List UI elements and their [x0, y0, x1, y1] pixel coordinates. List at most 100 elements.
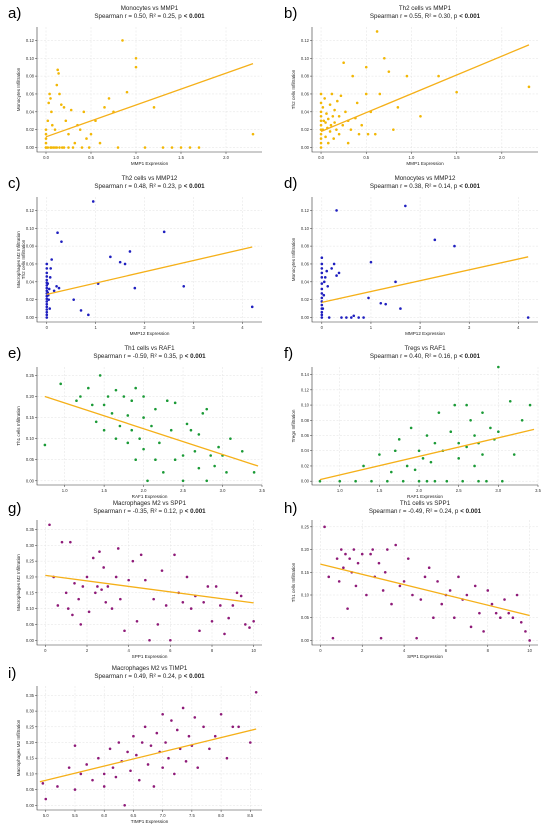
scatter-point	[47, 298, 51, 301]
y-tick-label: 0.15	[26, 590, 35, 595]
x-tick-label: 3.0	[220, 488, 226, 493]
chart-title: Th1 cells vs SPP1	[400, 500, 451, 507]
y-tick-label: 0.10	[26, 771, 35, 776]
y-tick-label: 0.05	[26, 787, 35, 792]
regression-line	[44, 395, 259, 467]
scatter-point	[126, 414, 130, 417]
y-tick-label: 0.12	[301, 387, 310, 392]
scatter-point	[333, 121, 336, 124]
scatter-point	[362, 316, 365, 319]
scatter-point	[237, 725, 240, 729]
scatter-point	[164, 604, 168, 607]
p-value: < 0.001	[185, 508, 206, 515]
y-axis-label: Macrophages M2 Infiltration	[16, 719, 21, 776]
y-tick-label: 0.04	[301, 109, 310, 114]
scatter-point	[465, 445, 468, 449]
scatter-point	[320, 276, 324, 279]
scatter-point	[50, 258, 53, 261]
scatter-point	[132, 734, 135, 738]
scatter-point	[103, 106, 106, 109]
scatter-point	[457, 575, 460, 579]
scatter-point	[202, 725, 205, 729]
scatter-point	[397, 438, 401, 441]
scatter-point	[123, 629, 126, 633]
x-tick-label: 1.5	[454, 155, 460, 160]
x-tick-label: 2.5	[180, 488, 186, 493]
scatter-point	[250, 305, 254, 309]
scatter-point	[398, 584, 402, 588]
scatter-point	[320, 316, 324, 319]
scatter-point	[45, 271, 49, 275]
scatter-point	[152, 106, 156, 109]
scatter-point	[59, 382, 62, 386]
panel-letter: a)	[8, 5, 21, 22]
y-tick-label: 0.15	[301, 570, 310, 575]
scatter-point	[94, 591, 97, 595]
scatter-point	[345, 316, 348, 319]
scatter-point	[114, 388, 118, 392]
scatter-point	[344, 110, 347, 114]
stats-text: Spearman r = -0.59, R² = 0.35, p	[93, 353, 183, 360]
scatter-point	[389, 470, 393, 474]
scatter-point	[249, 741, 252, 744]
scatter-point	[102, 772, 106, 776]
y-tick-label: 0.08	[26, 74, 35, 79]
scatter-point	[66, 607, 70, 610]
scatter-point	[173, 772, 176, 776]
scatter-point	[453, 403, 457, 407]
stats-label: Spearman r = -0.35, R² = 0.12, p < 0.001	[93, 508, 206, 515]
y-tick-label: 0.02	[301, 297, 310, 302]
x-tick-label: 8	[211, 648, 214, 653]
scatter-point	[96, 585, 99, 588]
scatter-point	[80, 146, 84, 149]
scatter-point	[45, 300, 49, 303]
scatter-point	[130, 428, 134, 432]
scatter-point	[244, 623, 247, 626]
scatter-point	[519, 620, 523, 624]
y-tick-label: 0.06	[301, 91, 310, 96]
panel-letter: i)	[8, 665, 16, 682]
scatter-point	[55, 83, 59, 87]
scatter-point	[123, 262, 127, 266]
scatter-point	[320, 271, 324, 275]
scatter-point	[437, 74, 440, 78]
scatter-point	[528, 403, 532, 407]
x-tick-label: 3	[468, 325, 471, 330]
scatter-point	[339, 94, 343, 98]
scatter-point	[189, 428, 193, 432]
scatter-point	[319, 114, 323, 118]
scatter-point	[324, 121, 327, 124]
scatter-point	[91, 200, 95, 203]
scatter-point	[508, 399, 512, 403]
x-tick-label: 6.5	[131, 813, 137, 818]
scatter-point	[169, 428, 173, 432]
x-tick-label: 1.5	[178, 155, 184, 160]
scatter-point	[520, 418, 524, 422]
scatter-point	[335, 128, 338, 131]
scatter-point	[51, 146, 55, 149]
scatter-point	[152, 597, 155, 601]
scatter-point	[143, 725, 147, 729]
scatter-point	[254, 690, 258, 694]
scatter-point	[85, 763, 88, 766]
scatter-point	[182, 284, 186, 288]
scatter-point	[85, 137, 88, 140]
scatter-point	[322, 119, 326, 123]
scatter-point	[449, 430, 453, 434]
scatter-point	[319, 119, 323, 123]
x-tick-label: 4	[127, 648, 130, 653]
x-tick-label: 6.0	[101, 813, 107, 818]
scatter-point	[116, 146, 120, 149]
scatter-point	[357, 316, 360, 319]
y-axis-label: Th1 cells Infiltration	[16, 406, 21, 446]
scatter-point	[404, 204, 407, 208]
scatter-point	[251, 132, 255, 136]
scatter-point	[106, 395, 110, 398]
scatter-point	[331, 114, 335, 118]
scatter-point	[370, 479, 373, 483]
chart-title: Tregs vs RAF1	[404, 345, 446, 352]
stats-text: Spearman r = 0.55, R² = 0.30, p	[370, 13, 458, 20]
scatter-point	[48, 307, 52, 310]
scatter-point	[346, 607, 349, 610]
